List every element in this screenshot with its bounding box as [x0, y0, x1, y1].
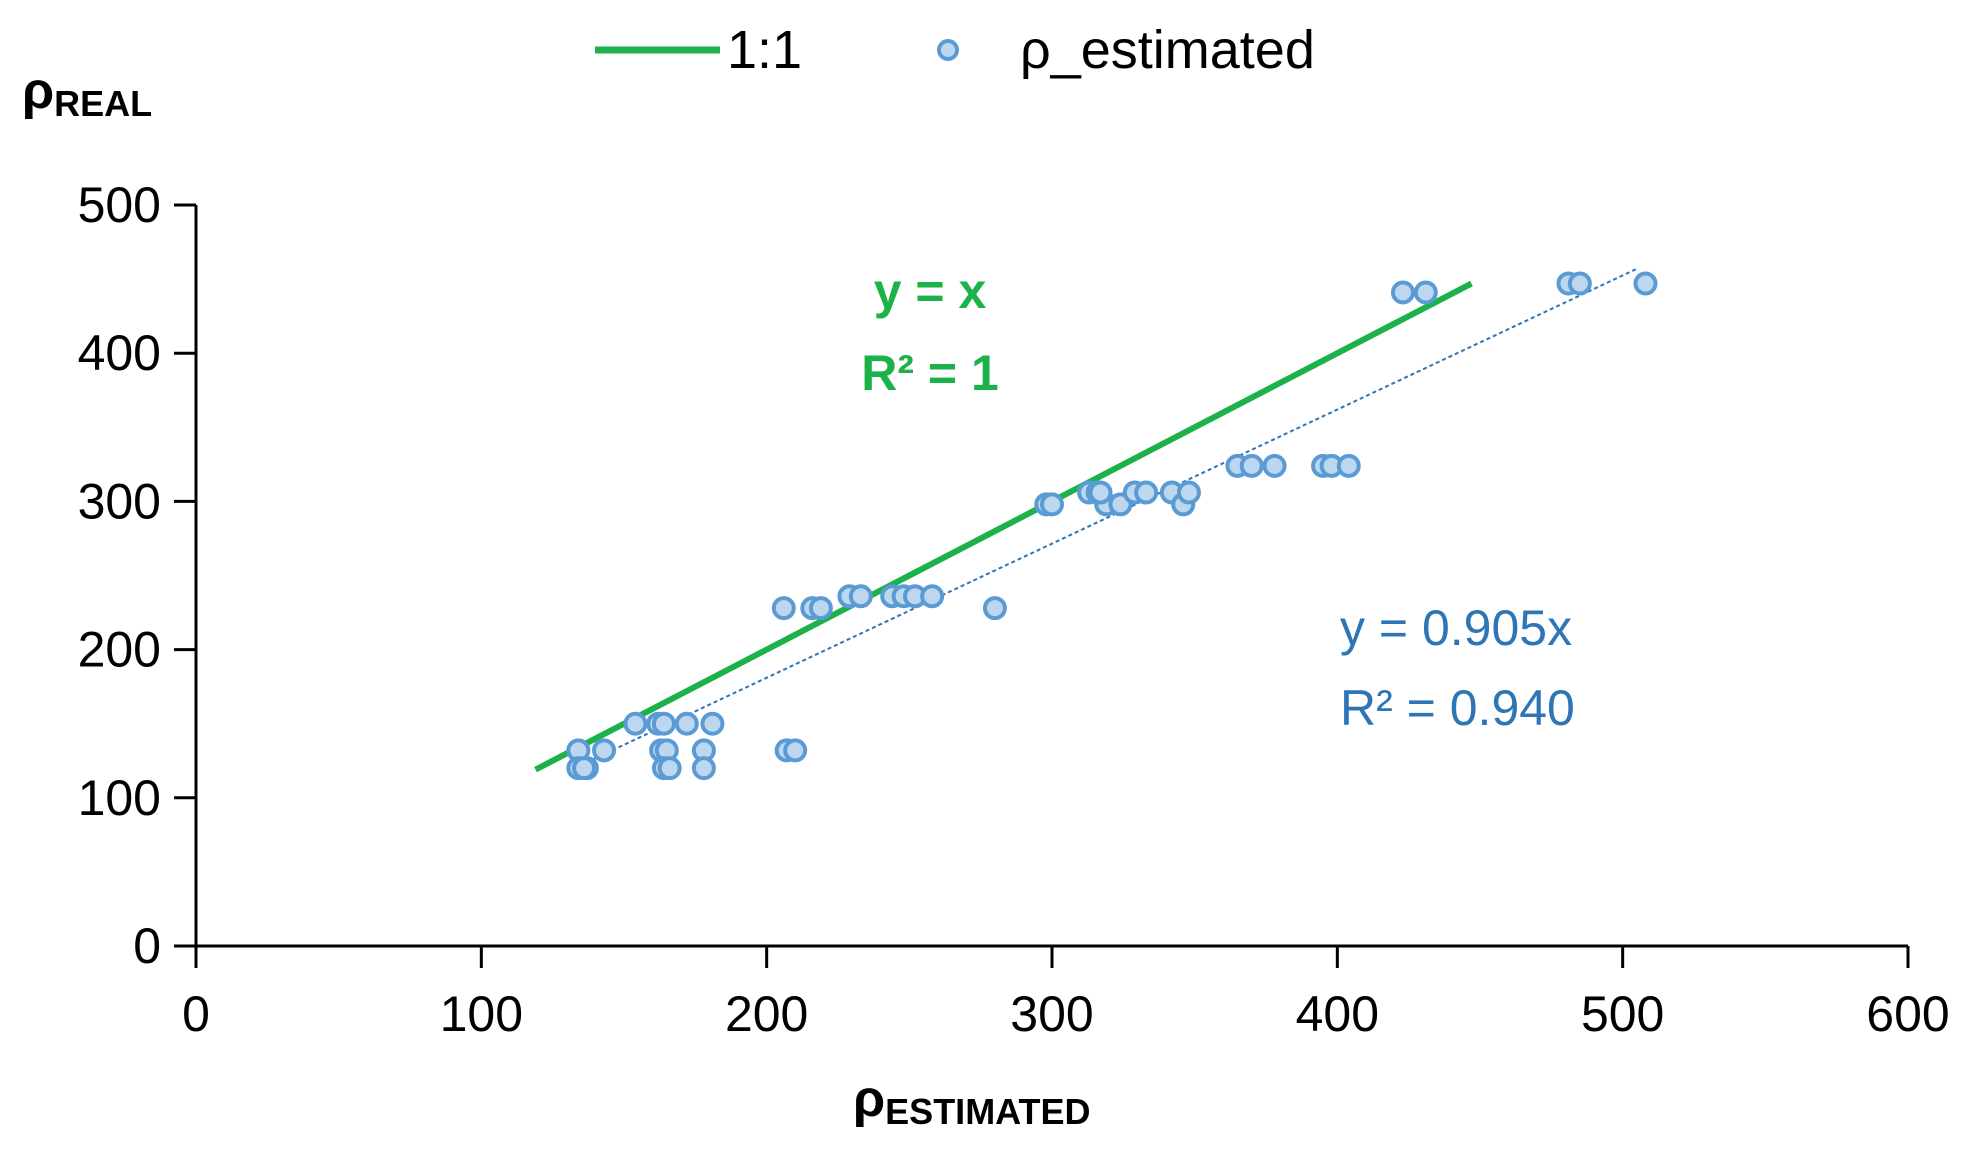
x-ticks: 0 100 200 300 400 500 600 — [182, 946, 1950, 1042]
annotation-one-to-one-r2: R² = 1 — [861, 345, 999, 401]
y-tick-label-2: 200 — [78, 622, 161, 678]
legend-label-line: 1:1 — [727, 20, 802, 80]
data-point-50 — [1633, 271, 1658, 296]
x-tick-label-3: 300 — [1010, 986, 1093, 1042]
data-point-42 — [1262, 453, 1287, 478]
data-point-3 — [572, 756, 597, 781]
y-axis-title: ρREAL — [22, 62, 152, 124]
data-point-33 — [1088, 480, 1113, 505]
data-point-45 — [1336, 453, 1361, 478]
y-axis-symbol: ρ — [22, 62, 54, 120]
x-tick-label-6: 600 — [1866, 986, 1949, 1042]
data-point-47 — [1413, 280, 1438, 305]
y-tick-label-5: 500 — [78, 177, 161, 233]
annotation-fit: y = 0.905x R² = 0.940 — [1340, 600, 1575, 736]
annotation-one-to-one: y = x R² = 1 — [861, 263, 999, 401]
legend-marker-swatch — [937, 39, 959, 61]
data-point-15 — [700, 711, 725, 736]
x-tick-label-0: 0 — [182, 986, 210, 1042]
data-point-49 — [1567, 271, 1592, 296]
x-axis-subscript: ESTIMATED — [885, 1091, 1090, 1132]
data-point-18 — [771, 596, 796, 621]
data-point-17 — [783, 738, 808, 763]
data-point-14 — [691, 756, 716, 781]
legend: 1:1 ρ_estimated — [595, 20, 1315, 80]
data-point-22 — [848, 584, 873, 609]
legend-label-points: ρ_estimated — [1020, 20, 1315, 80]
x-axis-title: ρESTIMATED — [853, 1070, 1091, 1132]
y-tick-label-4: 400 — [78, 325, 161, 381]
y-tick-label-1: 100 — [78, 770, 161, 826]
annotation-fit-equation: y = 0.905x — [1340, 600, 1572, 656]
data-point-26 — [920, 584, 945, 609]
data-point-4 — [592, 738, 617, 763]
axes: 0 100 200 300 400 500 600 0 100 200 300 400 500 — [78, 177, 1950, 1042]
annotation-one-to-one-equation: y = x — [874, 263, 987, 319]
one-to-one-line — [534, 280, 1473, 773]
y-ticks: 0 100 200 300 400 500 — [78, 177, 196, 974]
annotation-fit-r2: R² = 0.940 — [1340, 680, 1575, 736]
data-point-7 — [651, 711, 676, 736]
data-point-46 — [1390, 280, 1415, 305]
x-tick-label-1: 100 — [440, 986, 523, 1042]
x-axis-symbol: ρ — [853, 1070, 885, 1128]
x-tick-label-2: 200 — [725, 986, 808, 1042]
data-point-41 — [1239, 453, 1264, 478]
y-tick-label-3: 300 — [78, 473, 161, 529]
data-point-11 — [657, 756, 682, 781]
y-axis-subscript: REAL — [54, 83, 152, 124]
plot-area — [534, 267, 1658, 781]
data-point-20 — [808, 596, 833, 621]
y-tick-label-0: 0 — [133, 918, 161, 974]
x-tick-label-4: 400 — [1296, 986, 1379, 1042]
data-point-36 — [1134, 480, 1159, 505]
data-point-39 — [1176, 480, 1201, 505]
trendline — [586, 267, 1638, 764]
data-point-12 — [674, 711, 699, 736]
data-point-29 — [1040, 492, 1064, 517]
data-point-5 — [623, 711, 648, 736]
data-point-27 — [982, 596, 1007, 621]
x-tick-label-5: 500 — [1581, 986, 1664, 1042]
